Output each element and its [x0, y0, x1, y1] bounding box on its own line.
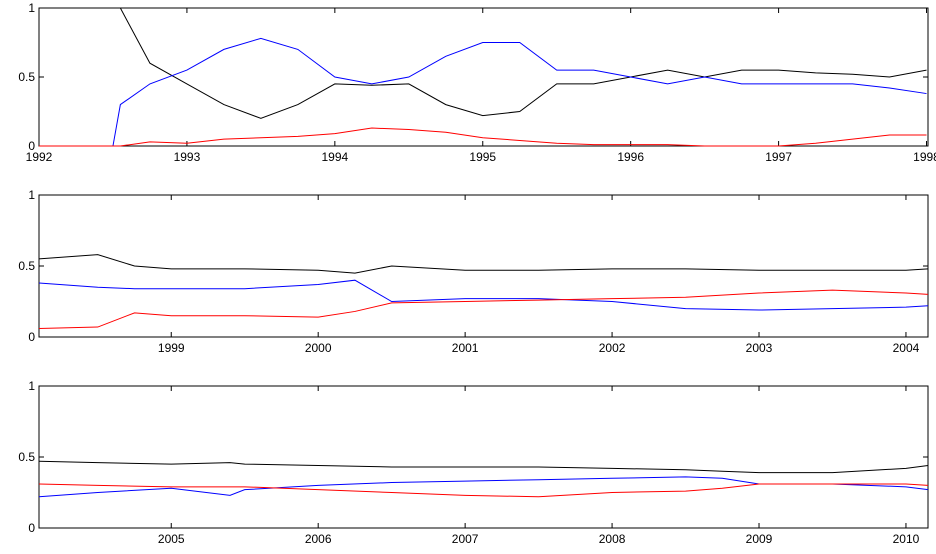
x-tick-label: 2010: [893, 532, 920, 546]
y-tick-label: 0: [28, 330, 35, 344]
series-line: [39, 37, 927, 147]
series-line: [39, 127, 927, 147]
y-tick-label: 1: [28, 188, 35, 202]
x-tick-label: 1992: [26, 150, 53, 164]
y-tick-label: 0: [28, 521, 35, 535]
x-tick-label: 1998: [913, 150, 936, 164]
y-tick-label: 0.5: [18, 450, 35, 464]
y-tick-label: 0.5: [18, 70, 35, 84]
x-tick-label: 2000: [305, 341, 332, 355]
x-tick-label: 2001: [452, 341, 479, 355]
series-line: [119, 7, 927, 119]
x-tick-label: 1999: [158, 341, 185, 355]
x-tick-label: 2002: [599, 341, 626, 355]
plot-frame: [38, 194, 929, 338]
x-tick-label: 2006: [305, 532, 332, 546]
x-tick-label: 1997: [765, 150, 792, 164]
x-tick-label: 2009: [746, 532, 773, 546]
series-line: [38, 279, 929, 311]
y-tick-label: 1: [28, 379, 35, 393]
x-tick-label: 2003: [746, 341, 773, 355]
series-line: [38, 289, 929, 329]
x-tick-label: 1994: [321, 150, 348, 164]
series-line: [38, 460, 929, 474]
x-tick-label: 1993: [174, 150, 201, 164]
series-line: [38, 483, 929, 498]
plot-frame: [38, 385, 929, 529]
y-tick-label: 0.5: [18, 259, 35, 273]
x-tick-label: 2005: [158, 532, 185, 546]
series-line: [38, 254, 929, 274]
y-tick-label: 0: [28, 139, 35, 153]
x-tick-label: 2007: [452, 532, 479, 546]
x-tick-label: 2008: [599, 532, 626, 546]
y-tick-label: 1: [28, 1, 35, 15]
x-tick-label: 1995: [469, 150, 496, 164]
x-tick-label: 2004: [893, 341, 920, 355]
x-tick-label: 1996: [617, 150, 644, 164]
plot-frame: [38, 7, 929, 147]
